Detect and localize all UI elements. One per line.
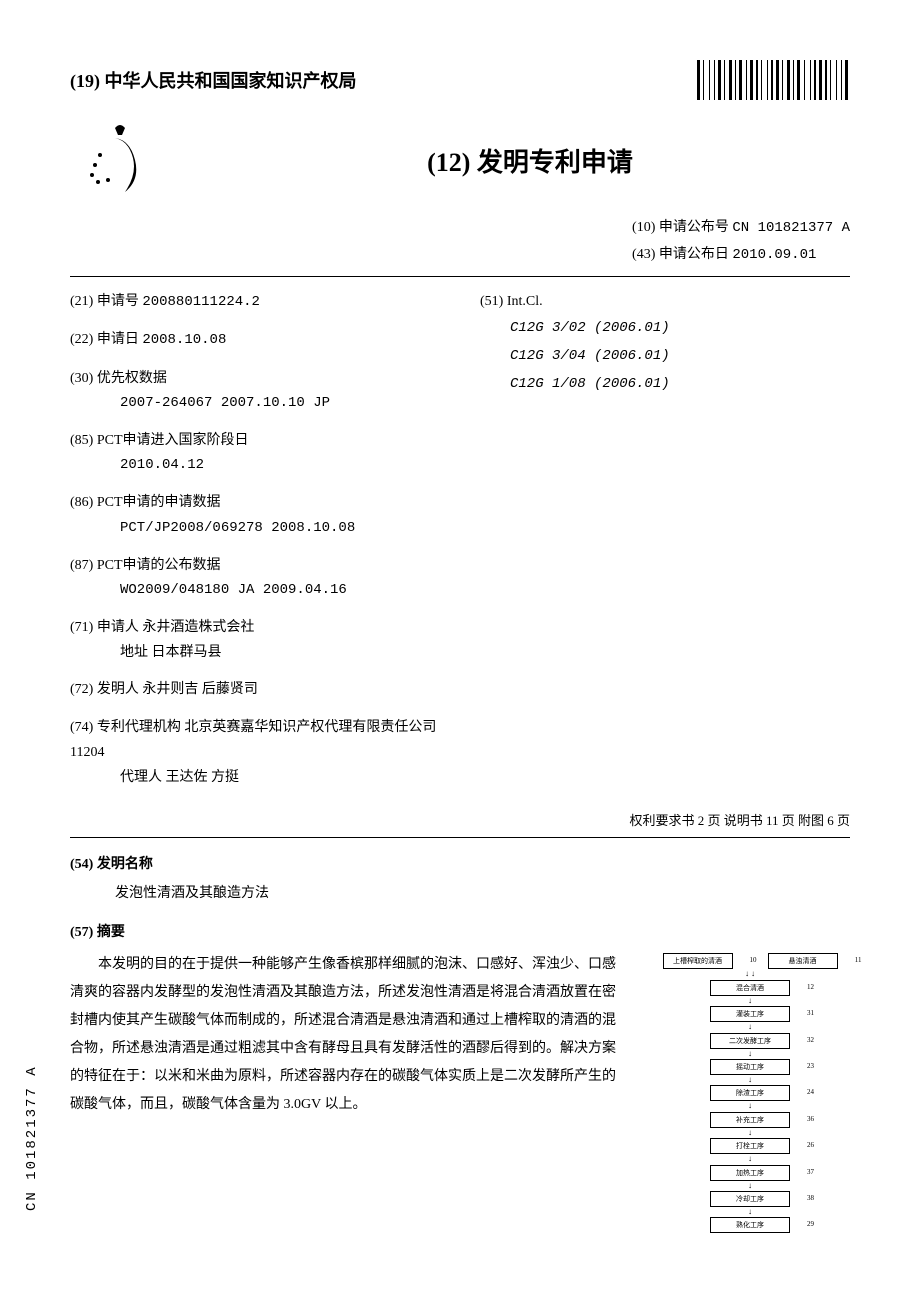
ipc-item: C12G 3/02 (2006.01) [510, 314, 850, 342]
inventor-label: (72) 发明人 [70, 682, 139, 697]
abstract-text: 本发明的目的在于提供一种能够产生像香槟那样细腻的泡沫、口感好、浑浊少、口感清爽的… [70, 951, 620, 1235]
priority-value: 2007-264067 2007.10.10 JP [120, 391, 440, 416]
applicant-value: 永井酒造株式会社 [142, 620, 254, 635]
addr-label: 地址 [120, 645, 148, 660]
pub-num-label: (10) 申请公布号 [632, 220, 729, 235]
pct-pub-value: WO2009/048180 JA 2009.04.16 [120, 578, 440, 603]
country-authority: (19) 中华人民共和国国家知识产权局 [70, 67, 357, 93]
pct-app-value: PCT/JP2008/069278 2008.10.08 [120, 516, 440, 541]
ipc-item: C12G 1/08 (2006.01) [510, 370, 850, 398]
pct-entry-label: (85) PCT申请进入国家阶段日 [70, 433, 249, 448]
pct-entry-value: 2010.04.12 [120, 453, 440, 478]
app-num-value: 200880111224.2 [142, 294, 260, 310]
pct-pub-label: (87) PCT申请的公布数据 [70, 558, 221, 573]
document-type-title: (12) 发明专利申请 [210, 142, 850, 179]
priority-label: (30) 优先权数据 [70, 371, 167, 386]
invention-title-label: (54) 发明名称 [70, 853, 850, 873]
agent-label: (74) 专利代理机构 [70, 720, 181, 735]
agent-person-value: 王达佐 方挺 [166, 770, 240, 785]
app-date-label: (22) 申请日 [70, 332, 139, 347]
inventor-value: 永井则吉 后藤贤司 [142, 682, 258, 697]
app-date-value: 2008.10.08 [142, 332, 226, 348]
page-counts: 权利要求书 2 页 说明书 11 页 附图 6 页 [70, 810, 850, 829]
pub-date-value: 2010.09.01 [732, 247, 816, 263]
abstract-label: (57) 摘要 [70, 921, 850, 941]
pct-app-label: (86) PCT申请的申请数据 [70, 495, 221, 510]
pub-date-label: (43) 申请公布日 [632, 247, 729, 262]
cnipa-logo [70, 120, 170, 200]
barcode [697, 60, 850, 100]
side-pub-number: CN 101821377 A [24, 1065, 40, 1211]
addr-value: 日本群马县 [152, 645, 222, 660]
pub-num-value: CN 101821377 A [732, 220, 850, 236]
divider [70, 276, 850, 277]
app-num-label: (21) 申请号 [70, 294, 139, 309]
invention-title: 发泡性清酒及其酿造方法 [115, 881, 850, 906]
agent-person-label: 代理人 [120, 770, 162, 785]
ipc-item: C12G 3/04 (2006.01) [510, 342, 850, 370]
divider [70, 837, 850, 838]
applicant-label: (71) 申请人 [70, 620, 139, 635]
flowchart-figure: 上槽榨取的清酒10 悬浊清酒11 ↓ ↓混合清酒12↓灌装工序31↓二次发酵工序… [650, 951, 850, 1235]
ipc-label: (51) Int.Cl. [480, 294, 543, 309]
